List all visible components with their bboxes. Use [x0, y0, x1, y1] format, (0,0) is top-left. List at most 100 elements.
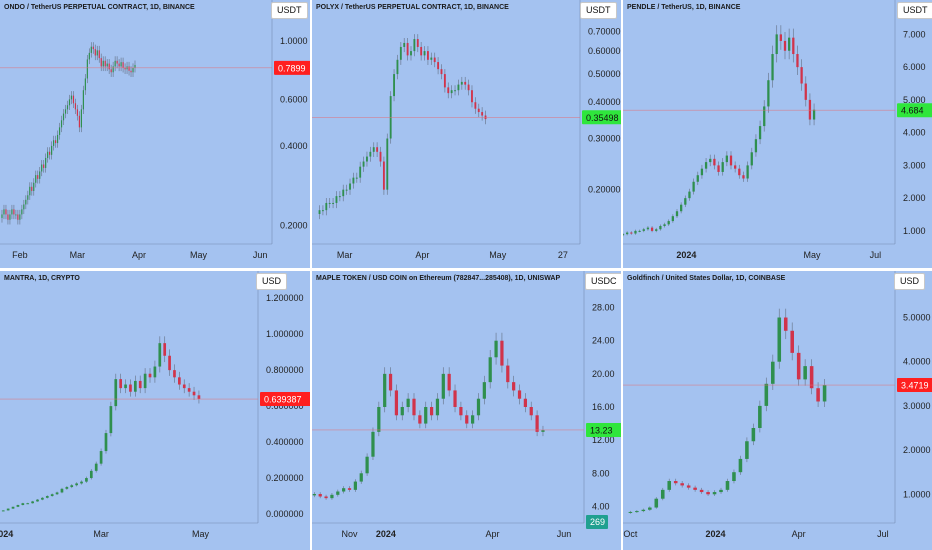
candle-body [635, 511, 639, 513]
currency-label[interactable]: USDT [897, 2, 932, 19]
y-tick-label: 0.70000 [588, 27, 621, 37]
currency-label[interactable]: USDT [580, 2, 617, 19]
candle-body [659, 225, 662, 230]
currency-label[interactable]: USDT [271, 2, 308, 19]
y-tick-label: 1.000 [903, 226, 926, 236]
candle-body [634, 230, 637, 234]
candle-body [120, 62, 122, 67]
candle-body [359, 166, 362, 178]
candle-body [465, 415, 469, 424]
candle-body [725, 155, 728, 163]
candle-body [78, 115, 81, 128]
candle-body [822, 385, 827, 402]
currency-label[interactable]: USDC [585, 273, 621, 290]
candle-body [713, 158, 716, 166]
candle-body [443, 74, 446, 88]
y-tick-label: 0.20000 [588, 185, 621, 195]
candle-body [792, 37, 795, 55]
y-tick-label: 1.000000 [266, 329, 304, 339]
candle-body [745, 441, 749, 459]
y-tick-label: 0.4000 [280, 141, 308, 151]
last-price-label: 13.23 [590, 425, 613, 435]
last-price-badge [274, 60, 310, 75]
candle-body [143, 373, 147, 389]
candle-body [88, 52, 90, 60]
chart-panel-polyx[interactable]: 0.70000 0.60000 0.50000 0.40000 0.30000 0.200… [312, 0, 621, 268]
candle-body [680, 483, 684, 486]
candle-body [102, 60, 104, 67]
currency-label[interactable]: USD [256, 273, 288, 290]
candle-body [187, 388, 191, 392]
last-price-label: 0.7899 [278, 63, 306, 73]
candle-body [148, 373, 152, 378]
y-tick-label: 0.800000 [266, 365, 304, 375]
candle-body [324, 496, 328, 499]
candle-body [359, 473, 363, 482]
candle-body [721, 162, 724, 172]
candle-body [437, 62, 440, 70]
candle-body [803, 366, 807, 380]
candle-body [318, 210, 321, 215]
candle-body [112, 66, 114, 73]
candle-body [684, 198, 687, 205]
y-tick-label: 0.6000 [280, 94, 308, 104]
candle-body [738, 168, 741, 176]
x-tick-label: 2024 [676, 250, 696, 260]
candle-body [49, 151, 51, 155]
candle-body [429, 407, 434, 416]
candle-body [517, 390, 522, 399]
candle-body [783, 317, 788, 331]
candle-body [94, 463, 98, 471]
candle-body [70, 95, 73, 100]
candle-body [758, 126, 762, 140]
candle-body [99, 451, 103, 464]
candle-body [764, 383, 769, 406]
x-tick-label: May [803, 250, 821, 260]
candle-body [355, 177, 358, 179]
candle-body [500, 340, 504, 366]
candle-body [788, 37, 791, 51]
chart-panel-ondo[interactable]: 1.0000 0.6000 0.4000 0.2000 Feb Mar Apr May Jun 0… [0, 0, 310, 268]
chart-panel-maple[interactable]: 28.00 24.00 20.00 16.00 12.00 8.00 4.00 Nov 2024… [312, 271, 621, 550]
candle-body [481, 112, 484, 116]
candle-body [541, 430, 545, 432]
candle-body [312, 494, 316, 496]
candle-body [80, 481, 83, 484]
x-tick-label: Jun [253, 250, 268, 260]
candle-body [734, 165, 737, 169]
candle-body [47, 151, 49, 158]
candle-body [55, 492, 59, 495]
y-tick-label: 3.000 [903, 160, 926, 170]
chart-panel-pendle[interactable]: 7.000 6.000 5.000 4.000 3.000 2.000 1.000 2024 M… [623, 0, 932, 268]
last-price-badge [897, 103, 932, 118]
candle-body [110, 69, 112, 73]
candle-body [122, 62, 124, 68]
candle-body [383, 373, 387, 407]
chart-panel-goldfinch[interactable]: 5.0000 4.0000 3.0000 2.0000 1.0000 Oct 2024 Apr… [623, 271, 932, 550]
last-price-label: 3.4719 [901, 381, 929, 391]
candle-body [758, 405, 762, 428]
candle-body [688, 191, 691, 199]
candle-body [696, 175, 699, 182]
candle-body [328, 202, 331, 204]
candle-body [406, 398, 410, 407]
candle-body [13, 209, 15, 215]
candle-body [129, 384, 132, 392]
candle-body [667, 221, 670, 225]
candle-body [729, 155, 733, 166]
y-tick-label: 0.40000 [588, 97, 621, 107]
candle-body [399, 46, 402, 60]
candle-body [460, 81, 463, 85]
candle-body [192, 391, 196, 396]
candle-body [371, 431, 375, 457]
candle-body [673, 481, 678, 484]
y-tick-label: 5.000 [903, 95, 926, 105]
candle-body [433, 57, 436, 63]
currency-label[interactable]: USD [894, 273, 926, 290]
x-tick-label: Jul [877, 529, 889, 539]
candle-body [471, 415, 475, 424]
candle-body [60, 488, 64, 493]
chart-panel-mantra[interactable]: 1.200000 1.000000 0.800000 0.600000 0.400000… [0, 271, 310, 550]
candle-body [675, 211, 679, 217]
candle-body [732, 472, 736, 482]
